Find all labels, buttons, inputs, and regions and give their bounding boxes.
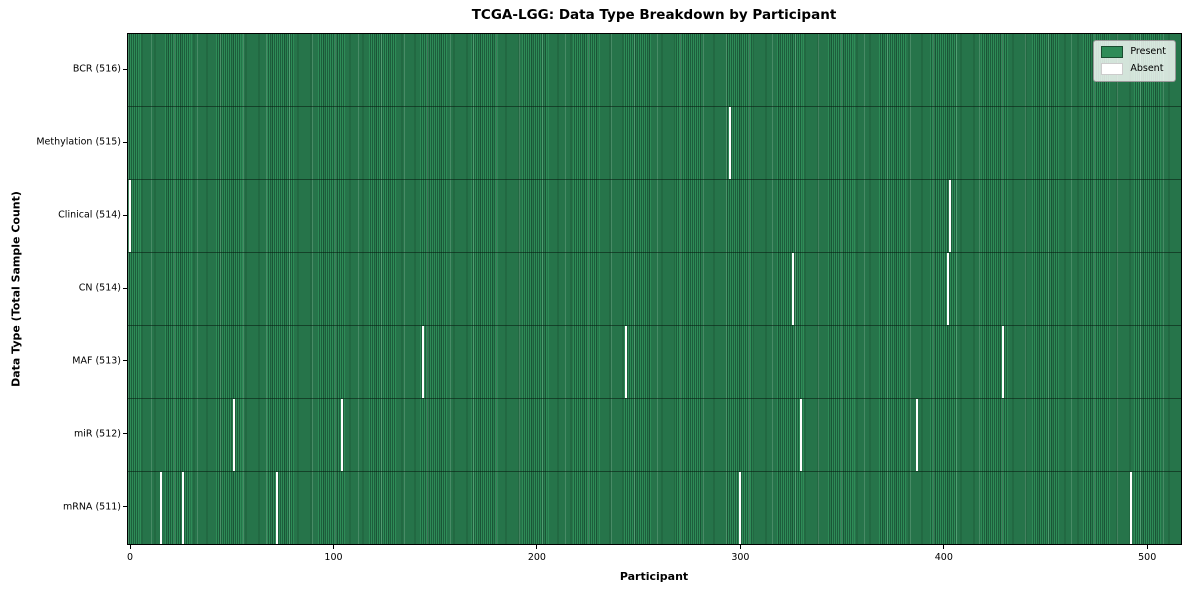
x-tick-mark bbox=[943, 545, 945, 549]
data-type-row bbox=[128, 253, 1181, 326]
plot-area: Present Absent bbox=[127, 33, 1182, 545]
y-tick-label: mRNA (511) bbox=[62, 501, 121, 513]
absent-marker bbox=[948, 180, 951, 252]
x-tick-mark bbox=[1146, 545, 1148, 549]
absent-marker bbox=[625, 326, 628, 398]
y-tick-label: MAF (513) bbox=[72, 355, 121, 367]
legend-item-absent: Absent bbox=[1101, 63, 1166, 75]
absent-marker bbox=[129, 180, 131, 252]
legend-absent-label: Absent bbox=[1130, 63, 1164, 74]
x-axis-title: Participant bbox=[619, 570, 689, 583]
absent-marker bbox=[739, 472, 742, 544]
y-tick-mark bbox=[123, 214, 127, 216]
absent-marker bbox=[946, 253, 949, 325]
absent-marker bbox=[1001, 326, 1004, 398]
heatmap-rows bbox=[128, 34, 1181, 544]
absent-marker bbox=[422, 326, 424, 398]
data-type-row bbox=[128, 472, 1181, 544]
x-tick-mark bbox=[536, 545, 538, 549]
data-type-row bbox=[128, 180, 1181, 253]
y-tick-label: Methylation (515) bbox=[36, 136, 121, 148]
absent-marker bbox=[232, 399, 235, 471]
absent-marker bbox=[1130, 472, 1132, 544]
y-tick-mark bbox=[123, 141, 127, 143]
y-tick-label: CN (514) bbox=[78, 282, 121, 294]
x-tick-label: 300 bbox=[731, 552, 750, 563]
absent-marker bbox=[916, 399, 919, 471]
y-tick-mark bbox=[123, 287, 127, 289]
x-tick-label: 0 bbox=[126, 552, 134, 563]
y-tick-mark bbox=[123, 433, 127, 435]
absent-marker bbox=[792, 253, 795, 325]
legend-absent-swatch-icon bbox=[1101, 63, 1124, 75]
absent-marker bbox=[275, 472, 278, 544]
y-tick-label: BCR (516) bbox=[72, 63, 121, 75]
y-tick-mark bbox=[123, 360, 127, 362]
legend-present-label: Present bbox=[1130, 46, 1166, 57]
y-tick-label: Clinical (514) bbox=[58, 209, 121, 221]
absent-marker bbox=[800, 399, 803, 471]
absent-marker bbox=[340, 399, 343, 471]
y-tick-mark bbox=[123, 68, 127, 70]
y-tick-label: miR (512) bbox=[73, 428, 121, 440]
data-type-row bbox=[128, 34, 1181, 107]
data-type-row bbox=[128, 326, 1181, 399]
x-tick-label: 100 bbox=[324, 552, 343, 563]
chart-title: TCGA-LGG: Data Type Breakdown by Partici… bbox=[471, 7, 837, 23]
x-tick-label: 400 bbox=[934, 552, 953, 563]
data-type-row bbox=[128, 399, 1181, 472]
x-tick-label: 200 bbox=[527, 552, 546, 563]
x-tick-mark bbox=[129, 545, 131, 549]
y-tick-mark bbox=[123, 506, 127, 508]
x-tick-mark bbox=[739, 545, 741, 549]
absent-marker bbox=[181, 472, 184, 544]
data-type-row bbox=[128, 107, 1181, 180]
absent-marker bbox=[729, 107, 732, 179]
x-tick-label: 500 bbox=[1138, 552, 1157, 563]
x-tick-mark bbox=[333, 545, 334, 549]
legend: Present Absent bbox=[1093, 40, 1176, 82]
legend-item-present: Present bbox=[1101, 46, 1166, 58]
legend-present-swatch-icon bbox=[1101, 46, 1124, 58]
absent-marker bbox=[159, 472, 162, 544]
